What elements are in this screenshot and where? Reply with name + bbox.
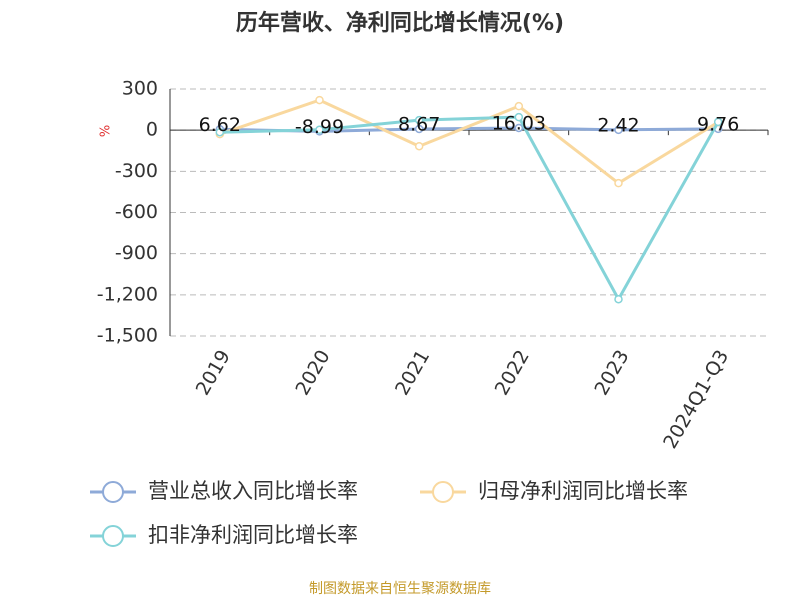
data-point [414, 115, 424, 125]
y-tick-label: -300 [115, 160, 158, 182]
chart-title: 历年营收、净利同比增长情况(%) [236, 10, 564, 36]
legend-label: 归母净利润同比增长率 [478, 479, 688, 503]
data-point [414, 124, 424, 134]
x-tick-label: 2020 [291, 346, 334, 399]
data-label: 9.76 [697, 113, 739, 135]
data-point [315, 125, 324, 135]
data-point [215, 127, 225, 137]
x-tick-label: 2021 [391, 346, 434, 399]
data-point [514, 101, 524, 111]
x-tick-label: 2024Q1-Q3 [659, 346, 733, 452]
data-point [414, 141, 424, 151]
y-tick-label: -900 [115, 242, 158, 264]
y-tick-label: 300 [122, 78, 158, 100]
y-axis-label: % [99, 125, 114, 137]
x-tick-label: 2019 [192, 346, 235, 399]
y-tick-label: -1,500 [97, 325, 158, 347]
y-tick-label: 0 [146, 119, 158, 141]
data-label: 16.03 [492, 112, 546, 134]
y-tick-label: -600 [115, 201, 158, 223]
data-label: 6.62 [199, 114, 241, 136]
x-tick-label: 2023 [590, 346, 633, 399]
y-tick-label: -1,200 [97, 283, 158, 305]
legend-label: 营业总收入同比增长率 [148, 479, 358, 503]
data-point [315, 95, 324, 105]
series-line [219, 115, 720, 303]
data-point [614, 178, 623, 188]
legend-marker [102, 481, 124, 503]
data-label: 8.67 [398, 113, 440, 135]
legend-marker [432, 481, 454, 503]
data-point [514, 112, 524, 122]
data-point [713, 117, 723, 127]
source-note: 制图数据来自恒生聚源数据库 [309, 581, 491, 597]
data-label: -8.99 [295, 116, 344, 138]
data-point [514, 123, 524, 133]
x-tick-label: 2022 [491, 346, 534, 399]
series-line [219, 98, 719, 185]
data-point [614, 125, 623, 135]
legend-label: 扣非净利润同比增长率 [148, 523, 358, 547]
data-point [614, 294, 623, 304]
data-label: 2.42 [597, 114, 639, 136]
legend-marker [102, 525, 124, 547]
